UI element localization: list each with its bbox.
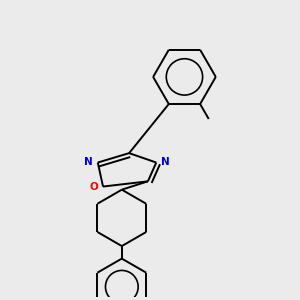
Text: O: O — [89, 182, 98, 193]
Text: N: N — [161, 157, 170, 166]
Text: N: N — [84, 157, 93, 166]
